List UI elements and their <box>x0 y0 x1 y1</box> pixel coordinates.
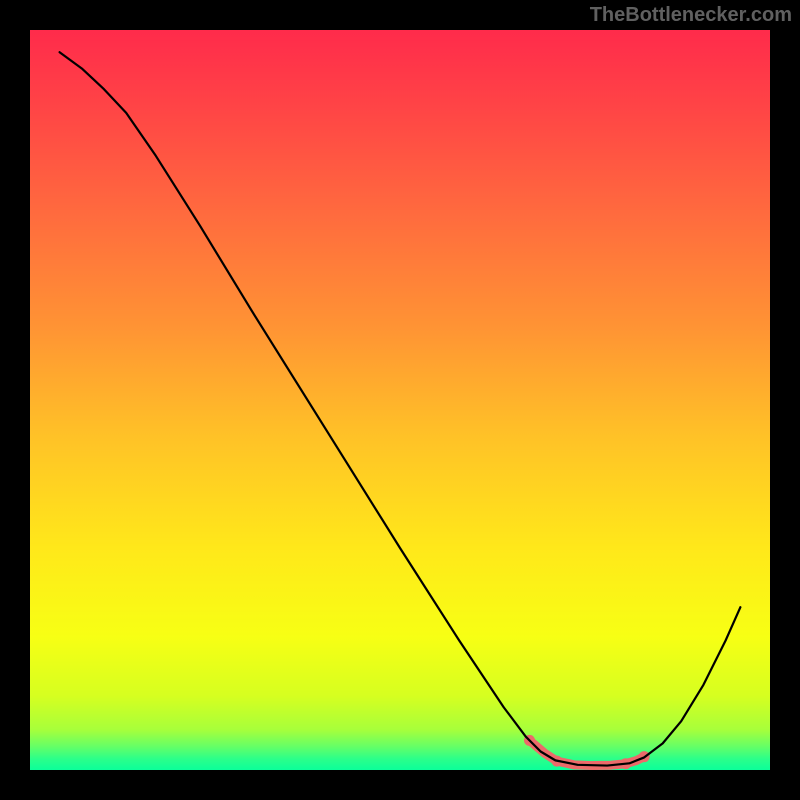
plot-area-gradient <box>30 30 770 770</box>
chart-container: TheBottlenecker.com <box>0 0 800 800</box>
chart-svg <box>0 0 800 800</box>
watermark-text: TheBottlenecker.com <box>590 4 792 27</box>
